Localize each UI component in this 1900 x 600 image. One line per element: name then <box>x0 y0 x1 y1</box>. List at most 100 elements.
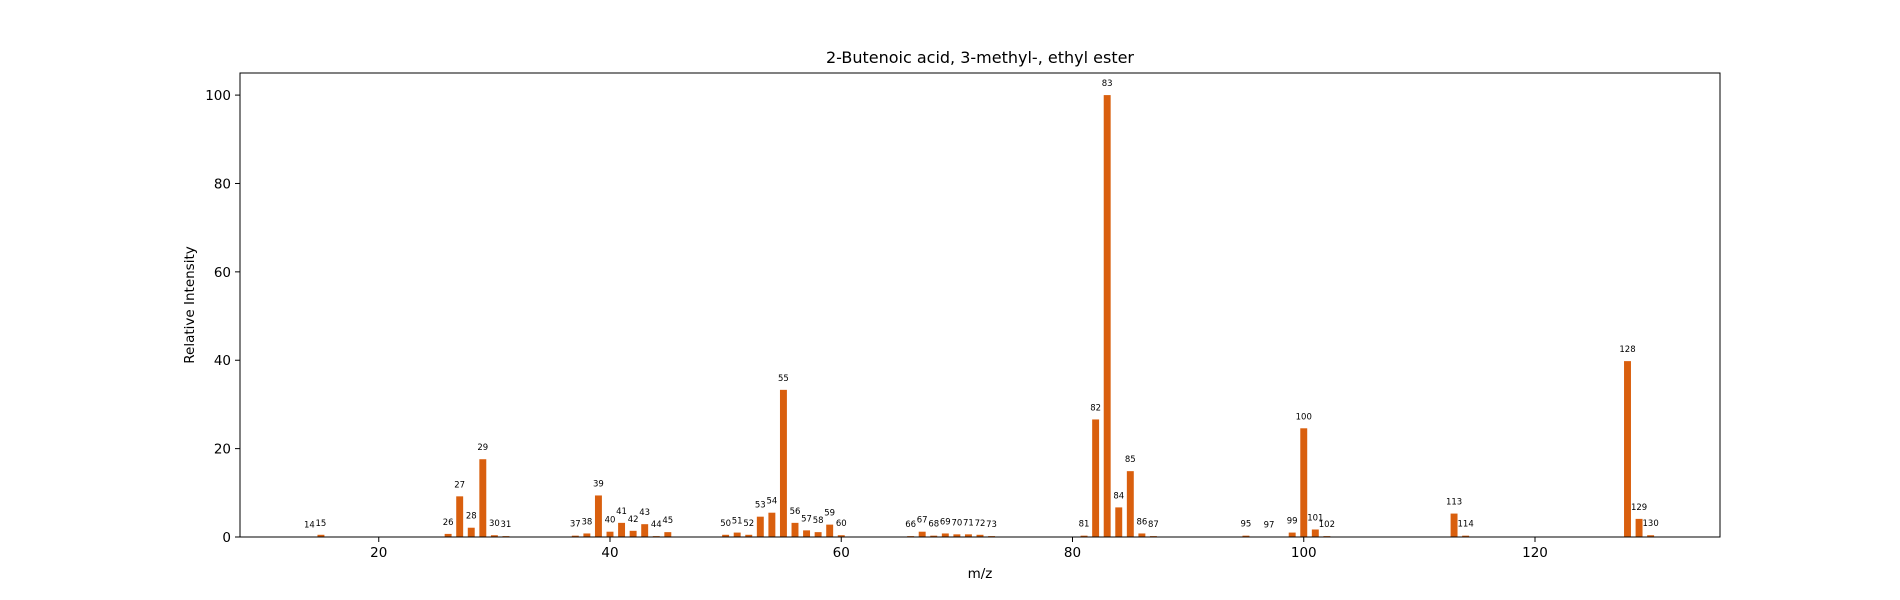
peak-label-mz-97: 97 <box>1264 521 1275 531</box>
peak-label-mz-15: 15 <box>316 519 327 529</box>
bar-mz-41 <box>618 522 626 537</box>
bar-mz-83 <box>1103 95 1111 537</box>
peak-label-mz-54: 54 <box>766 497 777 507</box>
bar-mz-128 <box>1624 361 1631 537</box>
bar-mz-39 <box>594 495 602 537</box>
bar-mz-55 <box>779 389 787 537</box>
bar-mz-68 <box>930 535 938 537</box>
bar-mz-101 <box>1311 529 1319 537</box>
y-axis-ticks: 0 20 40 60 80 100 <box>205 88 240 546</box>
y-tick-label: 20 <box>214 442 231 458</box>
peak-label-mz-70: 70 <box>951 518 962 528</box>
bar-mz-28 <box>467 527 475 537</box>
bar-mz-57 <box>803 530 811 537</box>
bar-mz-27 <box>456 496 464 537</box>
peak-label-mz-58: 58 <box>813 516 824 526</box>
bar-mz-30 <box>490 535 498 537</box>
bar-mz-113 <box>1450 513 1458 537</box>
peak-label-mz-68: 68 <box>928 520 939 530</box>
y-tick-label: 40 <box>214 353 231 369</box>
bar-mz-54 <box>768 512 776 537</box>
bar-mz-50 <box>722 534 730 537</box>
bar-mz-56 <box>791 522 799 537</box>
y-axis-label: Relative Intensity <box>182 246 198 364</box>
bar-mz-71 <box>964 534 972 537</box>
bar-mz-51 <box>733 532 741 537</box>
peak-label-mz-83: 83 <box>1102 79 1113 89</box>
peak-label-mz-38: 38 <box>581 517 592 527</box>
x-axis-ticks: 20 40 60 80 100 120 <box>370 537 1548 561</box>
bar-mz-43 <box>641 524 649 537</box>
y-tick-label: 0 <box>222 530 231 546</box>
bar-mz-52 <box>745 534 753 537</box>
peak-label-mz-14: 14 <box>304 521 315 531</box>
plot-area-frame <box>239 72 1721 538</box>
peak-label-mz-73: 73 <box>986 520 997 530</box>
peak-label-mz-81: 81 <box>1079 520 1090 530</box>
x-tick-label: 100 <box>1291 545 1317 561</box>
x-tick-label: 20 <box>370 545 387 561</box>
peak-label-mz-27: 27 <box>454 480 465 490</box>
bar-mz-59 <box>826 524 834 537</box>
x-tick-label: 80 <box>1064 545 1081 561</box>
bar-mz-58 <box>814 532 822 537</box>
peak-label-mz-51: 51 <box>732 517 743 527</box>
peak-label-mz-28: 28 <box>466 512 477 522</box>
bar-mz-99 <box>1288 532 1296 537</box>
bar-mz-69 <box>941 533 949 537</box>
bar-mz-70 <box>953 534 961 537</box>
peak-label-mz-102: 102 <box>1319 520 1335 530</box>
peak-label-mz-41: 41 <box>616 507 627 517</box>
bar-mz-26 <box>444 533 452 537</box>
x-tick-label: 60 <box>833 545 850 561</box>
peak-label-mz-114: 114 <box>1458 520 1474 530</box>
peak-label-mz-57: 57 <box>801 514 812 524</box>
peak-label-mz-129: 129 <box>1631 503 1647 513</box>
bar-mz-60 <box>837 535 845 537</box>
peak-label-mz-26: 26 <box>443 518 454 528</box>
bar-mz-38 <box>583 533 591 537</box>
peak-label-mz-95: 95 <box>1241 520 1252 530</box>
bar-mz-100 <box>1300 428 1308 537</box>
peak-label-mz-101: 101 <box>1307 513 1323 523</box>
bar-mz-40 <box>606 531 614 537</box>
bar-mz-45 <box>664 532 672 537</box>
peak-label-mz-45: 45 <box>662 516 673 526</box>
peak-label-mz-69: 69 <box>940 517 951 527</box>
peak-label-mz-39: 39 <box>593 479 604 489</box>
bar-mz-81 <box>1080 535 1088 537</box>
bar-mz-84 <box>1115 507 1123 537</box>
bar-mz-72 <box>976 534 984 537</box>
y-tick-label: 80 <box>214 176 231 192</box>
peak-label-mz-44: 44 <box>651 520 662 530</box>
bar-mz-82 <box>1092 419 1100 537</box>
peak-label-mz-85: 85 <box>1125 455 1136 465</box>
peak-label-mz-55: 55 <box>778 374 789 384</box>
peak-label-mz-67: 67 <box>917 516 928 526</box>
bar-mz-67 <box>918 531 926 537</box>
peak-label-mz-30: 30 <box>489 519 500 529</box>
peak-label-mz-53: 53 <box>755 501 766 511</box>
bars-group <box>305 95 1655 537</box>
bar-mz-129 <box>1635 518 1643 537</box>
peak-label-mz-86: 86 <box>1136 517 1147 527</box>
peak-label-mz-71: 71 <box>963 518 974 528</box>
x-tick-label: 40 <box>601 545 618 561</box>
peak-label-mz-82: 82 <box>1090 403 1101 413</box>
peak-label-mz-29: 29 <box>477 443 488 453</box>
peak-label-mz-43: 43 <box>639 508 650 518</box>
peak-label-mz-37: 37 <box>570 520 581 530</box>
chart-title: 2-Butenoic acid, 3-methyl-, ethyl ester <box>826 48 1134 67</box>
bar-mz-114 <box>1462 535 1470 537</box>
peak-label-mz-56: 56 <box>790 507 801 517</box>
x-tick-label: 120 <box>1522 545 1548 561</box>
peak-label-mz-84: 84 <box>1113 491 1124 501</box>
peak-label-mz-113: 113 <box>1446 498 1462 508</box>
bar-mz-42 <box>629 530 637 537</box>
peak-label-mz-130: 130 <box>1643 519 1659 529</box>
peak-label-mz-40: 40 <box>605 516 616 526</box>
bar-mz-37 <box>571 535 579 537</box>
peak-label-mz-72: 72 <box>975 519 986 529</box>
